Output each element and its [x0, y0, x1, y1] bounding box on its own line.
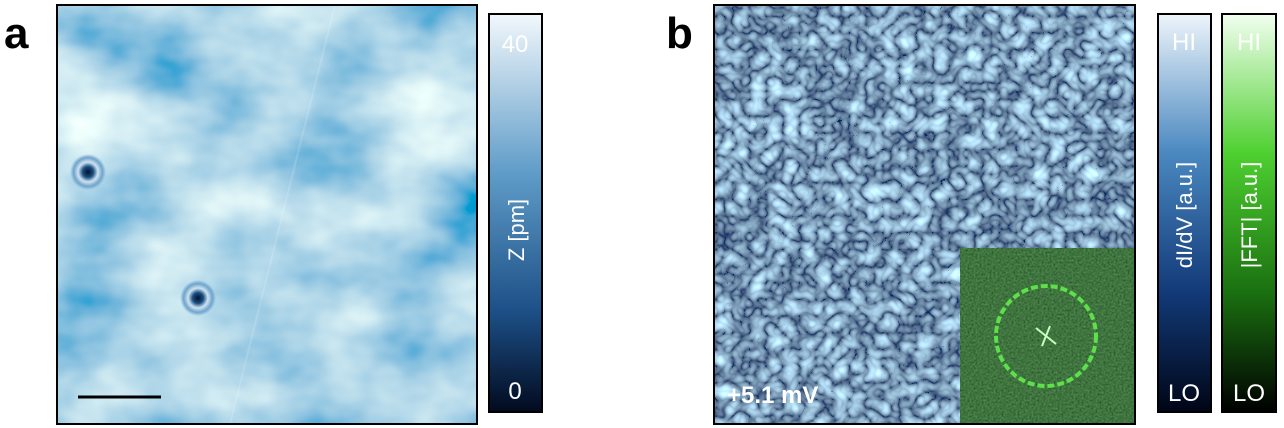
- fft-ring: [994, 284, 1098, 388]
- frame: [713, 4, 1136, 425]
- colorbar-bottom: LO: [1233, 380, 1265, 407]
- panel-label: a: [4, 9, 29, 58]
- colorbar-top: HI: [1237, 29, 1261, 56]
- colorbar-label: Z [pm]: [504, 199, 529, 261]
- colorbar-tick: 0: [508, 378, 521, 405]
- step-edge: [229, 4, 336, 425]
- frame: [56, 4, 478, 425]
- colorbar-label: |FFT| [a.u.]: [1237, 162, 1262, 269]
- defect: [180, 280, 216, 316]
- fft-center: [1041, 325, 1051, 347]
- colorbar: [1157, 13, 1212, 413]
- colorbar: [488, 13, 543, 413]
- panel-label: b: [666, 9, 693, 58]
- colorbar-label: dI/dV [a.u.]: [1172, 162, 1197, 268]
- topography-image: [57, 5, 477, 424]
- bias-annotation: +5.1 mV: [727, 382, 818, 409]
- colorbar-bottom: LO: [1168, 380, 1200, 407]
- colorbar-tick: 40: [502, 31, 529, 58]
- colorbar-top: HI: [1172, 29, 1196, 56]
- colorbar: [1221, 13, 1277, 413]
- defect: [70, 154, 106, 190]
